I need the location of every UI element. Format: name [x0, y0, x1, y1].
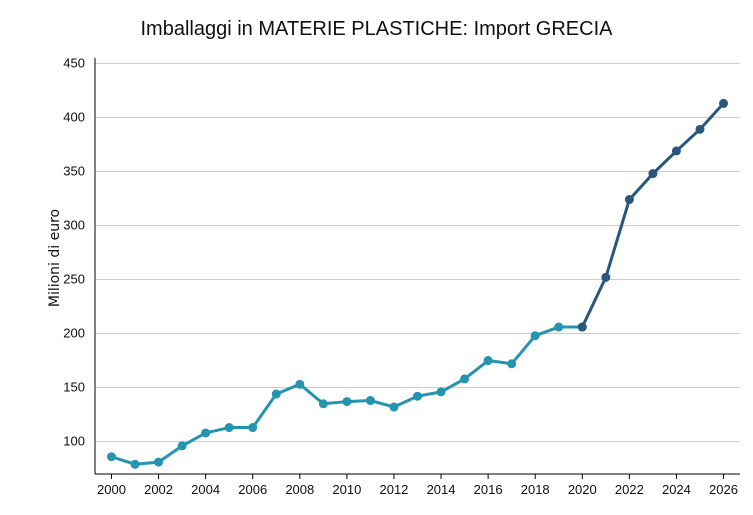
svg-text:2018: 2018: [521, 482, 550, 497]
svg-text:2012: 2012: [379, 482, 408, 497]
svg-text:2010: 2010: [332, 482, 361, 497]
svg-text:2000: 2000: [97, 482, 126, 497]
svg-text:300: 300: [63, 217, 85, 232]
svg-text:150: 150: [63, 380, 85, 395]
svg-text:2026: 2026: [709, 482, 738, 497]
svg-text:450: 450: [63, 55, 85, 70]
svg-text:2014: 2014: [427, 482, 456, 497]
chart-container: Imballaggi in MATERIE PLASTICHE: Import …: [0, 0, 753, 515]
svg-text:2022: 2022: [615, 482, 644, 497]
svg-text:350: 350: [63, 163, 85, 178]
svg-text:2024: 2024: [662, 482, 691, 497]
svg-text:200: 200: [63, 326, 85, 341]
svg-text:2008: 2008: [285, 482, 314, 497]
svg-text:2002: 2002: [144, 482, 173, 497]
svg-text:2004: 2004: [191, 482, 220, 497]
svg-text:100: 100: [63, 434, 85, 449]
chart-svg: 100 150 200 250 300 350 400 450 2000 2002 2004 2006…: [0, 0, 753, 515]
svg-text:2016: 2016: [474, 482, 503, 497]
svg-text:2020: 2020: [568, 482, 597, 497]
svg-text:2006: 2006: [238, 482, 267, 497]
svg-text:250: 250: [63, 272, 85, 287]
svg-text:400: 400: [63, 109, 85, 124]
